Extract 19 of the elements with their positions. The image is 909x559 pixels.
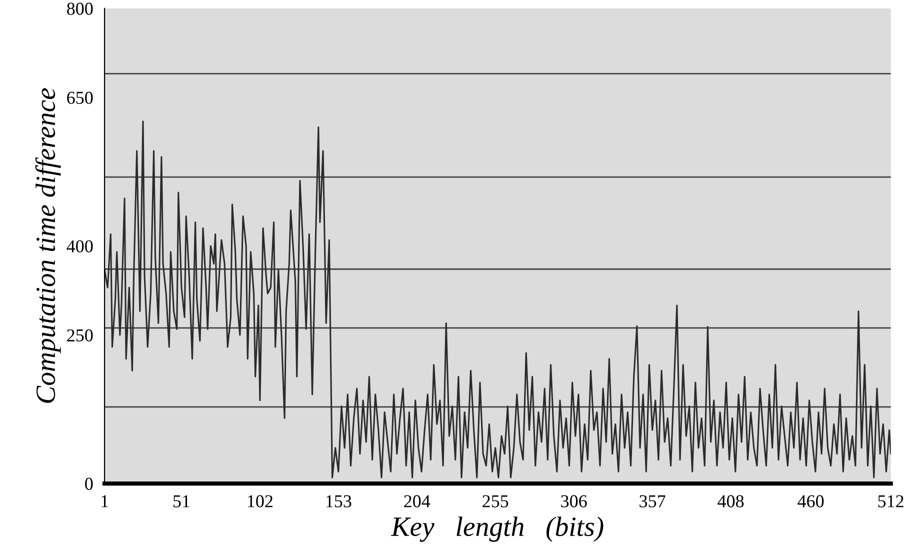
y-tick-label: 400 <box>66 240 93 252</box>
x-tick-label: 204 <box>404 495 430 508</box>
y-tick-label: 250 <box>67 329 93 342</box>
x-tick-label: 1 <box>102 495 108 508</box>
line-series <box>104 120 891 478</box>
x-axis-title: Key length (bits) <box>390 516 604 542</box>
y-tick-label: 650 <box>67 92 93 104</box>
x-tick-label: 51 <box>173 495 190 508</box>
x-tick-label: 408 <box>718 495 744 508</box>
y-axis-title: Computation time difference <box>35 88 61 403</box>
x-tick-label: 153 <box>326 495 352 508</box>
x-tick-label: 255 <box>482 495 508 508</box>
y-tick-label: 800 <box>67 2 93 15</box>
x-tick-label: 460 <box>798 495 824 508</box>
x-tick-label: 306 <box>561 495 587 508</box>
y-tick-label: 0 <box>85 478 93 490</box>
x-tick-label: 357 <box>640 495 666 508</box>
x-tick-label: 102 <box>248 495 272 508</box>
x-tick-label: 512 <box>878 495 904 508</box>
